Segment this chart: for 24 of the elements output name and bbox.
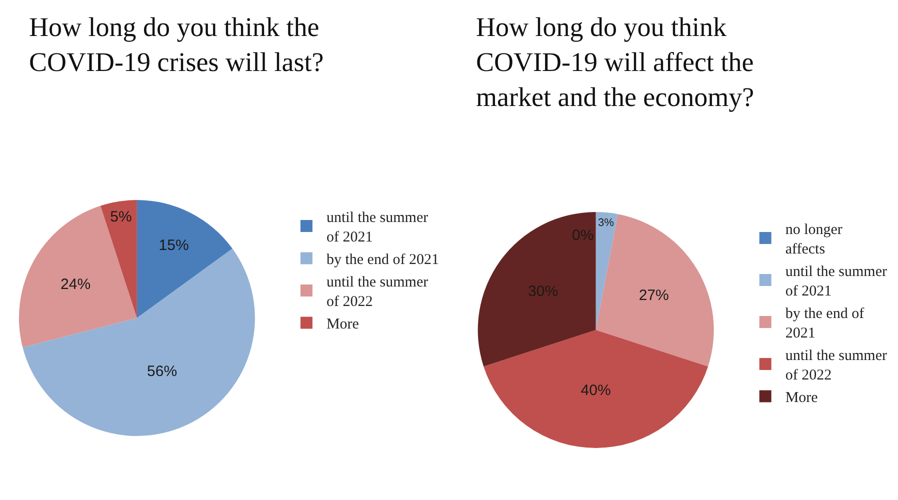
chart-title: How long do you think COVID-19 will affect the market and the economy?: [476, 12, 754, 112]
data-label: 27%: [638, 287, 669, 304]
legend-label: until the summer of 2022: [326, 274, 428, 310]
pie-slice: [22, 248, 255, 436]
legend-label: More: [785, 390, 818, 406]
pie-slice: [596, 214, 714, 366]
data-label: 40%: [580, 382, 611, 399]
pie-slice: [136, 200, 232, 318]
data-label: 15%: [158, 237, 189, 254]
legend-label: by the end of 2021: [326, 252, 439, 268]
legend-label: until the summer of 2022: [785, 348, 887, 384]
data-label: 3%: [598, 216, 614, 229]
pie-slice: [484, 330, 708, 448]
data-label: 30%: [528, 283, 558, 300]
pie-slice: [596, 212, 618, 330]
data-label: 56%: [147, 362, 178, 380]
pie-slice: [18, 206, 137, 348]
data-label: 24%: [60, 276, 91, 293]
pie-slice: [478, 212, 596, 366]
text: 0%: [572, 227, 594, 244]
pie-slice: [100, 200, 137, 318]
legend-label: More: [326, 316, 360, 333]
chart-title: How long do you think the COVID-19 crises will last?: [29, 12, 324, 78]
data-label: 5%: [110, 208, 132, 226]
